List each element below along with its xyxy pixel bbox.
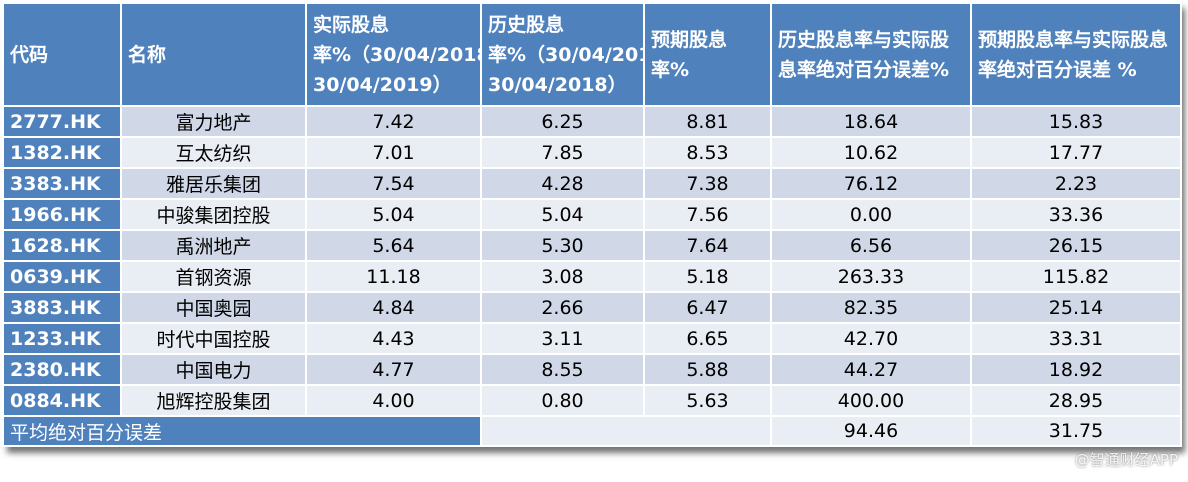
table-cell: 首钢资源 [120,260,307,293]
footer-value: 31.75 [970,415,1182,447]
code-cell: 1966.HK [2,198,122,231]
code-cell: 2777.HK [2,105,122,138]
table-cell: 2.23 [970,167,1182,200]
header-cell: 预期股息率% [643,2,772,107]
table-cell: 7.64 [643,229,772,262]
table-row: 1233.HK 时代中国控股 4.43 3.11 6.65 42.70 33.31 [2,322,1182,355]
header-cell: 实际股息率%（30/04/2018-30/04/2019） [305,2,482,107]
table-cell: 0.80 [480,384,645,417]
table-cell: 263.33 [770,260,972,293]
table-cell: 82.35 [770,291,972,324]
table-cell: 28.95 [970,384,1182,417]
table-cell: 3.11 [480,322,645,355]
table-row: 3383.HK 雅居乐集团 7.54 4.28 7.38 76.12 2.23 [2,167,1182,200]
code-cell: 1382.HK [2,136,122,169]
table-cell: 7.42 [305,105,482,138]
table-cell: 6.25 [480,105,645,138]
table-cell: 76.12 [770,167,972,200]
table-cell: 5.04 [305,198,482,231]
table-cell: 115.82 [970,260,1182,293]
table-cell: 6.65 [643,322,772,355]
table-cell: 6.47 [643,291,772,324]
table-cell: 0.00 [770,198,972,231]
watermark: @智通财经APP [1074,451,1178,469]
table-cell: 中骏集团控股 [120,198,307,231]
table-cell: 33.36 [970,198,1182,231]
table-row: 0884.HK 旭辉控股集团 4.00 0.80 5.63 400.00 28.95 [2,384,1182,417]
table-cell: 3.08 [480,260,645,293]
code-cell: 1233.HK [2,322,122,355]
code-cell: 1628.HK [2,229,122,262]
table-cell: 5.04 [480,198,645,231]
table-cell: 8.81 [643,105,772,138]
code-cell: 3383.HK [2,167,122,200]
table-container: 代码 名称 实际股息率%（30/04/2018-30/04/2019） 历史股息率%（… [2,2,1182,447]
code-cell: 0884.HK [2,384,122,417]
header-row: 代码 名称 实际股息率%（30/04/2018-30/04/2019） 历史股息率%（… [2,2,1182,107]
table-cell: 7.54 [305,167,482,200]
table-cell: 中国电力 [120,353,307,386]
table-row: 1966.HK 中骏集团控股 5.04 5.04 7.56 0.00 33.36 [2,198,1182,231]
table-cell: 400.00 [770,384,972,417]
table-cell: 33.31 [970,322,1182,355]
header-cell: 名称 [120,2,307,107]
table-cell: 17.77 [970,136,1182,169]
dividend-table: 代码 名称 实际股息率%（30/04/2018-30/04/2019） 历史股息率%（… [2,2,1182,447]
table-cell: 5.64 [305,229,482,262]
code-cell: 3883.HK [2,291,122,324]
table-row: 2380.HK 中国电力 4.77 8.55 5.88 44.27 18.92 [2,353,1182,386]
footer-row: 平均绝对百分误差 94.46 31.75 [2,415,1182,447]
table-cell: 18.64 [770,105,972,138]
table-cell: 7.85 [480,136,645,169]
table-cell: 5.63 [643,384,772,417]
table-cell: 时代中国控股 [120,322,307,355]
table-cell: 7.01 [305,136,482,169]
table-cell: 4.84 [305,291,482,324]
table-cell: 4.00 [305,384,482,417]
table-cell: 42.70 [770,322,972,355]
table-cell: 8.53 [643,136,772,169]
table-row: 3883.HK 中国奥园 4.84 2.66 6.47 82.35 25.14 [2,291,1182,324]
table-cell: 5.18 [643,260,772,293]
table-cell: 8.55 [480,353,645,386]
table-cell: 4.77 [305,353,482,386]
table-cell: 旭辉控股集团 [120,384,307,417]
header-cell: 历史股息率与实际股息率绝对百分误差% [770,2,972,107]
table-cell: 11.18 [305,260,482,293]
table-cell: 7.38 [643,167,772,200]
header-cell: 代码 [2,2,122,107]
table-body: 2777.HK 富力地产 7.42 6.25 8.81 18.64 15.83 1382.HK… [2,105,1182,447]
table-cell: 4.28 [480,167,645,200]
table-cell: 互太纺织 [120,136,307,169]
table-cell: 15.83 [970,105,1182,138]
table-row: 2777.HK 富力地产 7.42 6.25 8.81 18.64 15.83 [2,105,1182,138]
table-row: 1382.HK 互太纺织 7.01 7.85 8.53 10.62 17.77 [2,136,1182,169]
table-cell: 雅居乐集团 [120,167,307,200]
code-cell: 0639.HK [2,260,122,293]
table-cell: 7.56 [643,198,772,231]
table-cell: 10.62 [770,136,972,169]
table-cell: 中国奥园 [120,291,307,324]
footer-value: 94.46 [770,415,972,447]
table-cell: 18.92 [970,353,1182,386]
table-cell: 禹洲地产 [120,229,307,262]
table-cell: 25.14 [970,291,1182,324]
header-cell: 历史股息率%（30/04/2017-30/04/2018） [480,2,645,107]
footer-blank [480,415,772,447]
table-cell: 44.27 [770,353,972,386]
table-cell: 5.88 [643,353,772,386]
table-row: 1628.HK 禹洲地产 5.64 5.30 7.64 6.56 26.15 [2,229,1182,262]
table-row: 0639.HK 首钢资源 11.18 3.08 5.18 263.33 115.82 [2,260,1182,293]
header-cell: 预期股息率与实际股息率绝对百分误差 % [970,2,1182,107]
footer-label: 平均绝对百分误差 [2,415,482,447]
table-cell: 26.15 [970,229,1182,262]
table-cell: 富力地产 [120,105,307,138]
code-cell: 2380.HK [2,353,122,386]
table-cell: 4.43 [305,322,482,355]
table-cell: 2.66 [480,291,645,324]
table-cell: 5.30 [480,229,645,262]
table-cell: 6.56 [770,229,972,262]
